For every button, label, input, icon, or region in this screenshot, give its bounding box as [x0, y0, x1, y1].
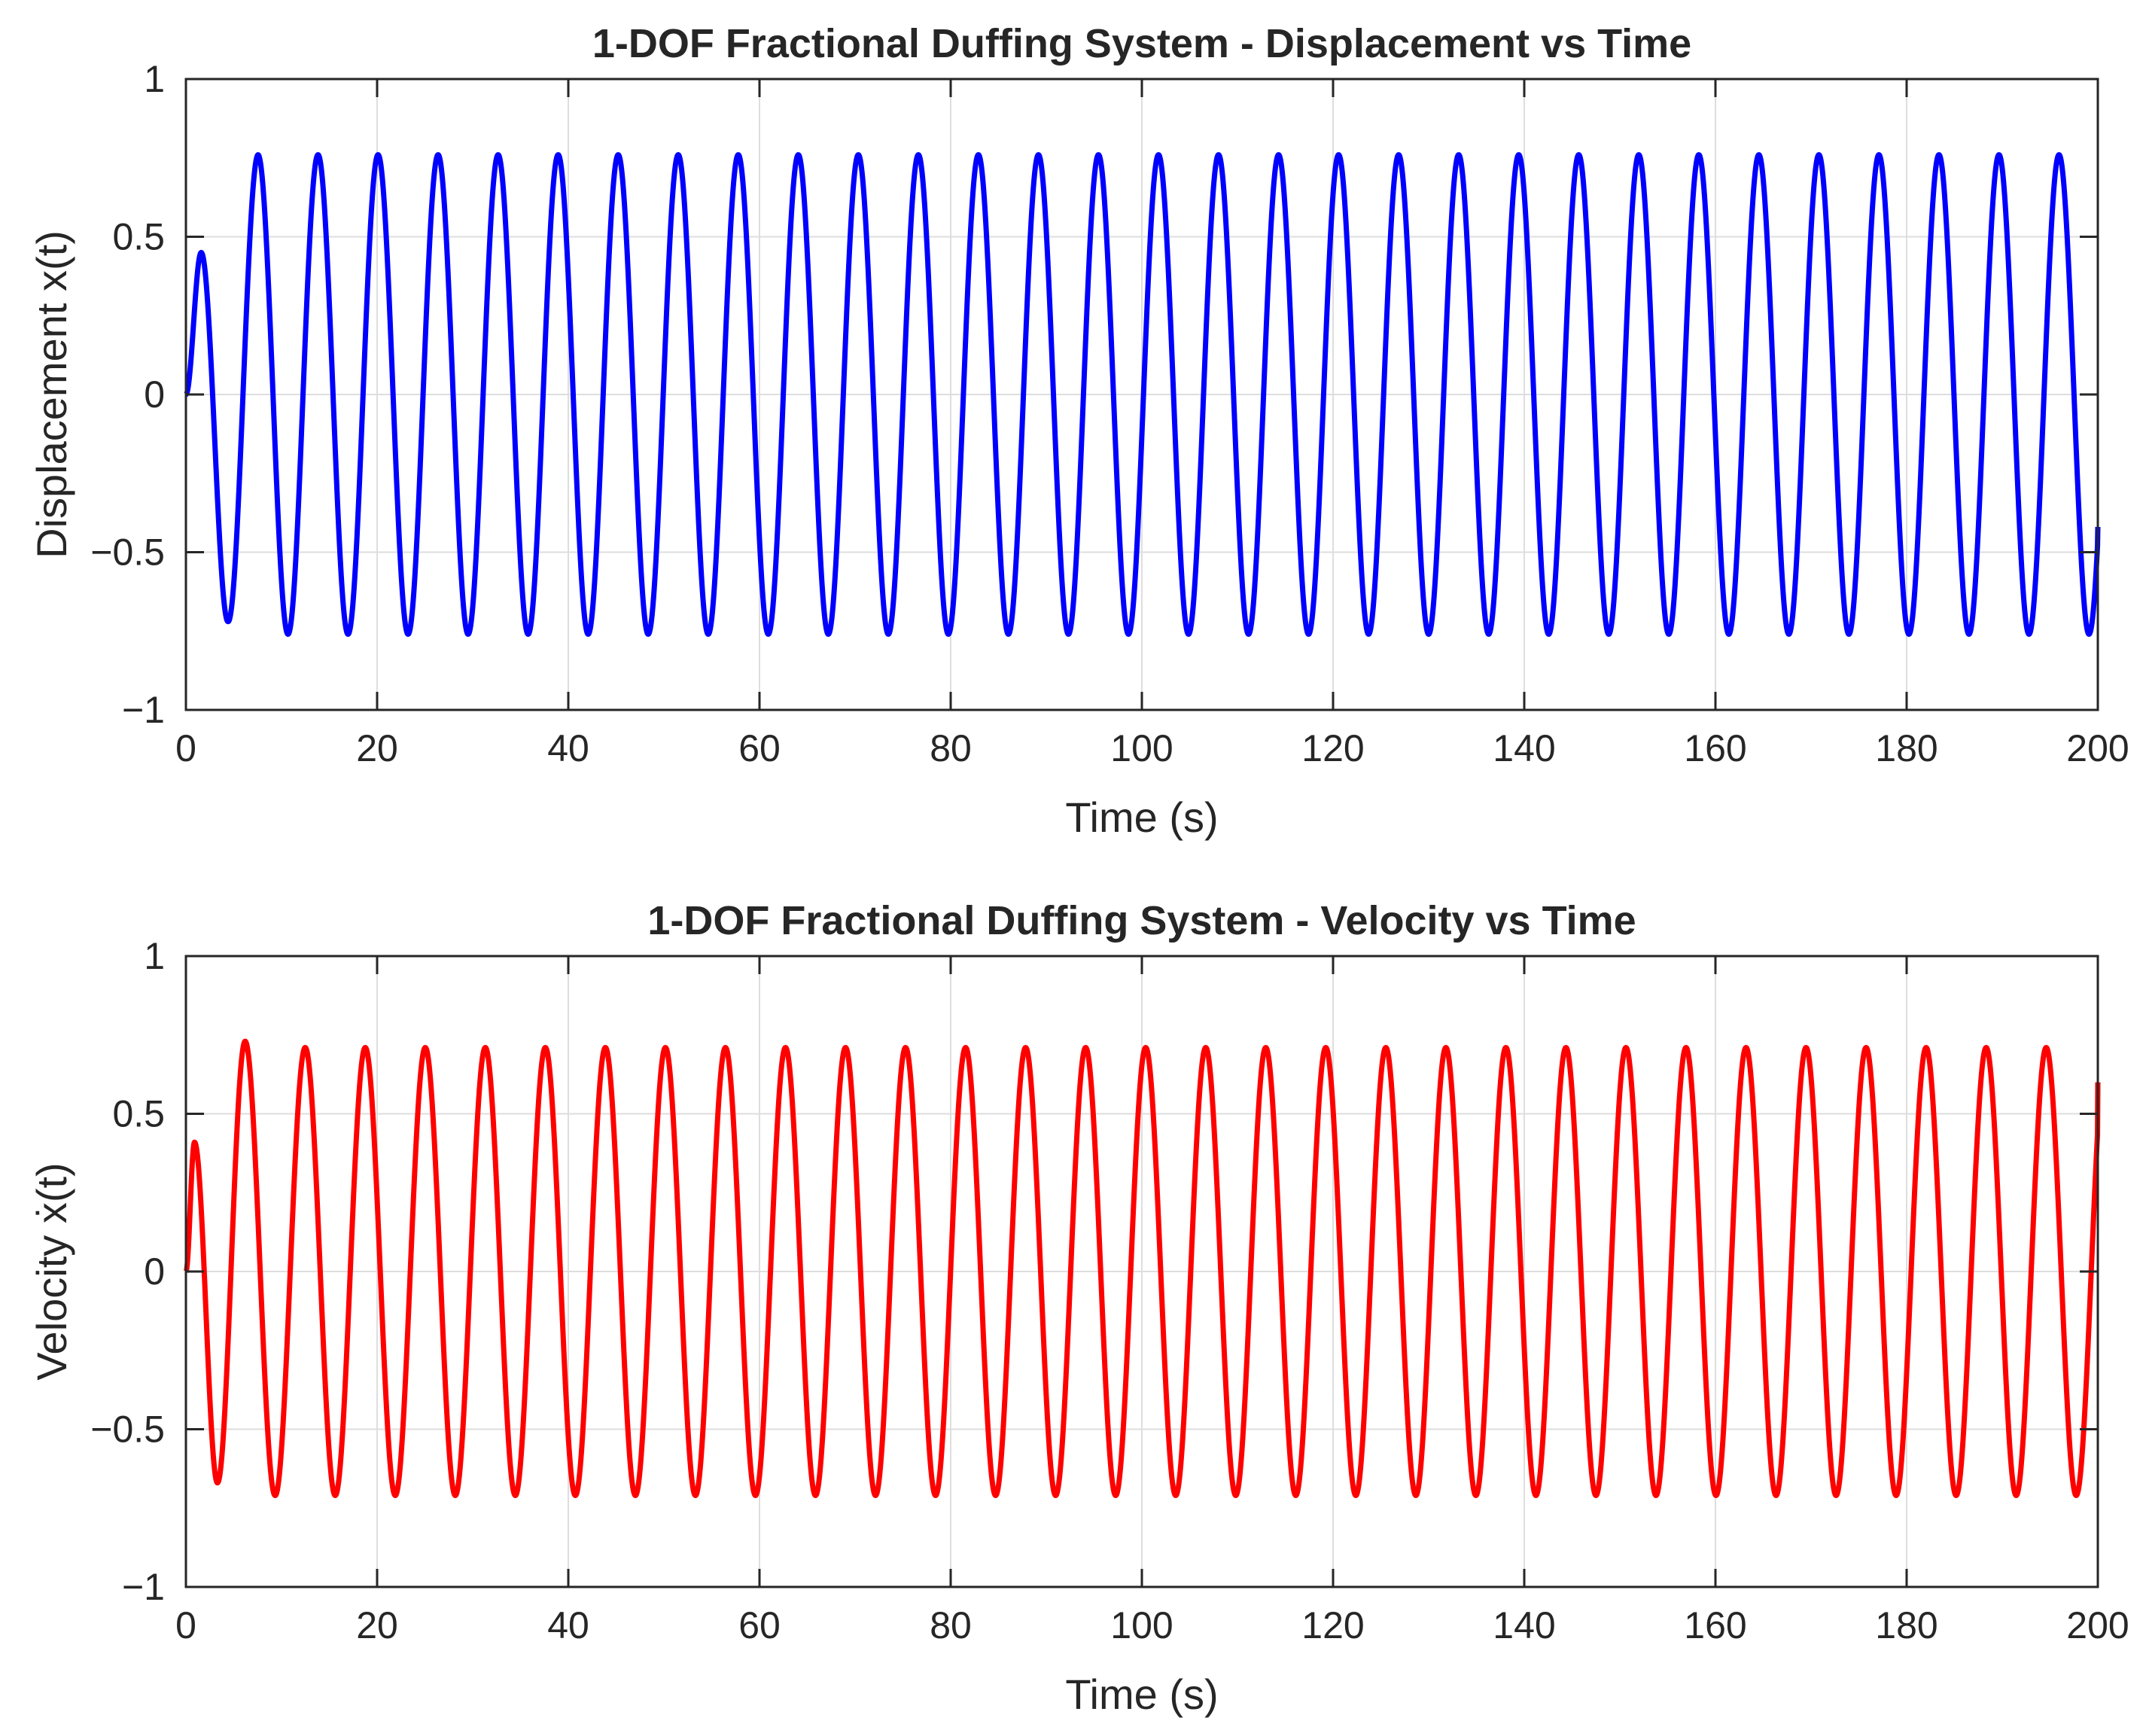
velocity-panel: 0 20 40 60 80 100 120 140 160 180 200 10.50−0.5−1 …: [28, 898, 2129, 1718]
velocity-x-tick-label: 160: [1684, 1604, 1746, 1646]
displacement-panel: 0 20 40 60 80 100 120 140 160 180 200 10.50−0.5−1 …: [28, 21, 2129, 841]
velocity-x-tick-label: 120: [1301, 1604, 1364, 1646]
displacement-x-tick-labels: 0 20 40 60 80 100 120 140 160 180 200: [175, 727, 2129, 769]
displacement-x-axis-label: Time (s): [1065, 793, 1218, 841]
velocity-series-line: [183, 1038, 2101, 1498]
displacement-y-tick-label: 0.5: [112, 216, 165, 258]
displacement-y-tick-label: 0: [144, 373, 165, 416]
velocity-y-axis-label: Velocity ẋ(t): [28, 1162, 75, 1380]
velocity-y-tick-label: 0.5: [112, 1093, 165, 1135]
velocity-tick-marks: [184, 955, 2099, 1588]
velocity-x-tick-label: 180: [1875, 1604, 1937, 1646]
velocity-title: 1-DOF Fractional Duffing System - Veloci…: [647, 898, 1636, 943]
displacement-x-tick-label: 20: [356, 727, 398, 769]
velocity-x-tick-label: 100: [1110, 1604, 1173, 1646]
displacement-series-line: [183, 152, 2101, 637]
displacement-x-tick-label: 80: [930, 727, 972, 769]
displacement-x-tick-label: 180: [1875, 727, 1937, 769]
displacement-y-tick-labels: 1 0.5 0 −0.5 −1: [90, 58, 165, 731]
displacement-x-tick-label: 140: [1493, 727, 1555, 769]
displacement-tick-marks: [184, 78, 2099, 711]
velocity-x-tick-label: 200: [2066, 1604, 2129, 1646]
displacement-y-tick-label: −1: [122, 689, 165, 731]
velocity-x-tick-label: 140: [1493, 1604, 1555, 1646]
velocity-y-tick-label: 1: [144, 935, 165, 977]
velocity-y-tick-label: −0.5: [90, 1409, 165, 1451]
velocity-x-tick-labels: 0 20 40 60 80 100 120 140 160 180 200: [175, 1604, 2129, 1646]
displacement-x-tick-label: 120: [1301, 727, 1364, 769]
displacement-x-tick-label: 60: [738, 727, 781, 769]
displacement-x-tick-label: 0: [175, 727, 196, 769]
displacement-title: 1-DOF Fractional Duffing System - Displa…: [592, 21, 1691, 66]
velocity-x-tick-label: 0: [175, 1604, 196, 1646]
displacement-x-tick-label: 160: [1684, 727, 1746, 769]
velocity-x-axis-label: Time (s): [1065, 1671, 1218, 1718]
velocity-x-tick-label: 60: [738, 1604, 781, 1646]
displacement-y-tick-label: −0.5: [90, 531, 165, 574]
displacement-y-axis-label: Displacement x(t): [28, 230, 75, 559]
velocity-x-tick-label: 80: [930, 1604, 972, 1646]
velocity-x-tick-label: 20: [356, 1604, 398, 1646]
velocity-y-tick-labels: 1 0.5 0 −0.5 −1: [90, 935, 165, 1608]
displacement-y-tick-label: 1: [144, 58, 165, 100]
displacement-x-tick-label: 40: [547, 727, 589, 769]
displacement-x-tick-label: 100: [1110, 727, 1173, 769]
displacement-x-tick-label: 200: [2066, 727, 2129, 769]
velocity-y-tick-label: −1: [122, 1566, 165, 1608]
velocity-y-tick-label: 0: [144, 1250, 165, 1293]
velocity-x-tick-label: 40: [547, 1604, 589, 1646]
